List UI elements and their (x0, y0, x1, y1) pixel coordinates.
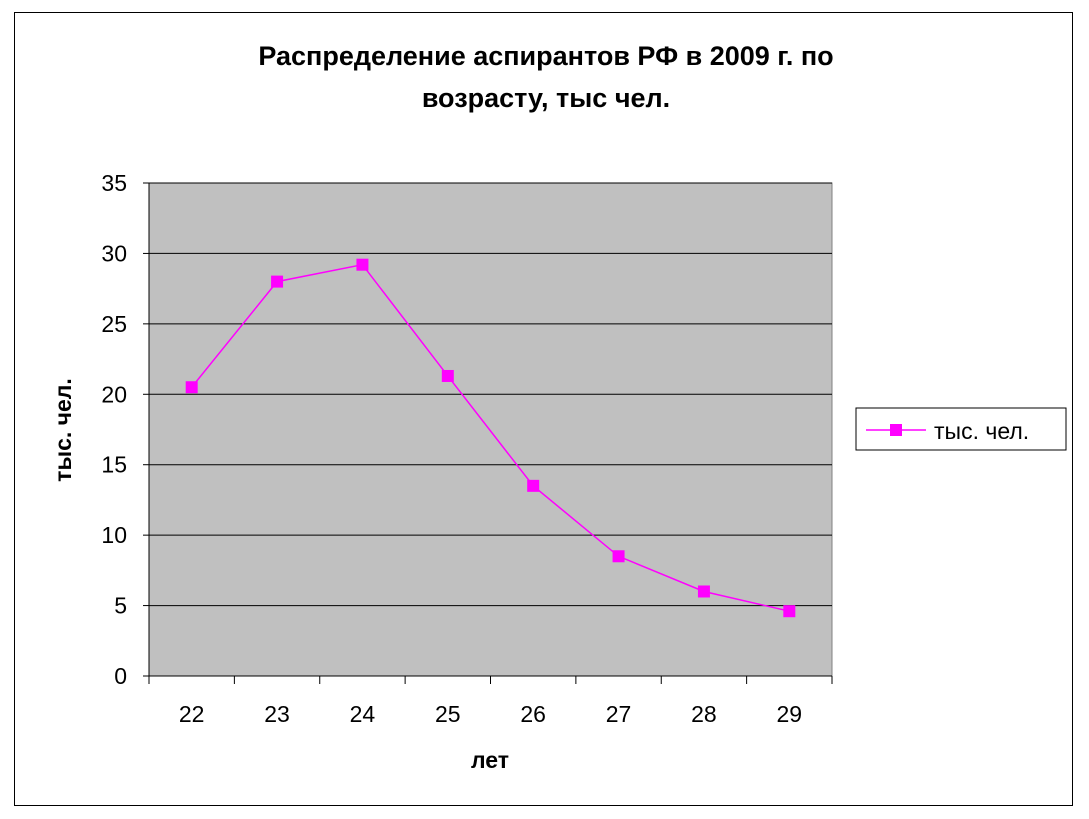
x-tick-label: 26 (520, 701, 546, 727)
x-tick-label: 25 (435, 701, 461, 727)
y-tick-label: 20 (101, 381, 127, 407)
legend-label: тыс. чел. (934, 418, 1029, 444)
x-axis-ticks: 22 23 24 25 26 27 28 29 (148, 676, 833, 727)
x-tick-label: 29 (777, 701, 803, 727)
chart-title-line-1: Распределение аспирантов РФ в 2009 г. по (258, 41, 833, 71)
data-point-marker (441, 369, 454, 382)
data-point-marker (697, 585, 710, 598)
chart-title-line-2: возрасту, тыс чел. (422, 83, 670, 113)
legend-marker-swatch (890, 424, 902, 436)
x-tick-label: 28 (691, 701, 717, 727)
y-tick-label: 25 (101, 311, 127, 337)
data-point-marker (783, 605, 796, 618)
data-point-marker (356, 258, 369, 271)
series-group (185, 258, 796, 618)
y-axis-ticks: 0 5 10 15 20 25 30 35 (101, 170, 149, 689)
x-tick-label: 22 (179, 701, 205, 727)
x-tick-label: 24 (350, 701, 376, 727)
x-axis-title: лет (471, 747, 509, 773)
data-point-marker (612, 550, 625, 563)
y-tick-label: 0 (114, 663, 127, 689)
data-point-marker (271, 275, 284, 288)
y-axis-title: тыс. чел. (50, 378, 76, 482)
chart-title: Распределение аспирантов РФ в 2009 г. по… (258, 41, 833, 113)
plot-area (148, 182, 833, 677)
y-tick-label: 30 (101, 240, 127, 266)
y-tick-label: 35 (101, 170, 127, 196)
data-point-marker (185, 381, 198, 394)
series-line (191, 263, 790, 612)
x-tick-label: 27 (606, 701, 632, 727)
gridlines (149, 182, 832, 607)
legend: тыс. чел. (855, 407, 1067, 451)
y-tick-label: 5 (114, 593, 127, 619)
y-tick-label: 15 (101, 452, 127, 478)
data-point-marker (527, 479, 540, 492)
y-tick-label: 10 (101, 522, 127, 548)
x-tick-label: 23 (264, 701, 290, 727)
